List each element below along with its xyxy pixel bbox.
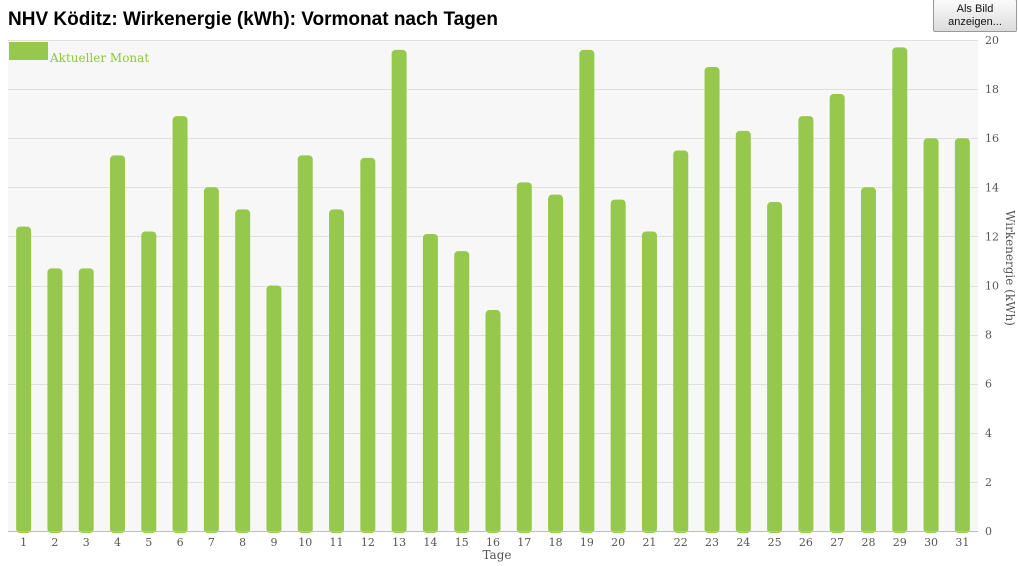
legend-swatch bbox=[9, 42, 48, 60]
y-tick-label: 2 bbox=[985, 476, 992, 489]
bar-day-28 bbox=[860, 187, 876, 534]
bar-day-30 bbox=[923, 138, 939, 533]
x-tick-label: 27 bbox=[830, 536, 844, 549]
y-tick-label: 12 bbox=[985, 230, 999, 243]
x-tick-label: 24 bbox=[736, 536, 750, 549]
bar-day-4 bbox=[110, 155, 126, 533]
export-image-button[interactable]: Als Bild anzeigen... bbox=[933, 0, 1017, 32]
y-tick-label: 8 bbox=[985, 329, 992, 342]
x-tick-label: 2 bbox=[51, 536, 58, 549]
legend: Aktueller Monat bbox=[9, 42, 149, 65]
bar-day-15 bbox=[454, 251, 470, 533]
x-tick-label: 10 bbox=[298, 536, 312, 549]
x-tick-label: 7 bbox=[208, 536, 215, 549]
bar-series bbox=[16, 47, 970, 534]
bar-day-5 bbox=[141, 231, 157, 534]
x-tick-label: 17 bbox=[517, 536, 531, 549]
bar-day-8 bbox=[235, 209, 251, 533]
y-tick-label: 14 bbox=[985, 181, 999, 194]
bar-day-23 bbox=[704, 67, 720, 533]
x-tick-label: 9 bbox=[270, 536, 277, 549]
x-tick-label: 18 bbox=[549, 536, 563, 549]
bar-day-25 bbox=[767, 202, 783, 533]
bar-day-10 bbox=[297, 155, 313, 533]
x-tick-label: 19 bbox=[580, 536, 594, 549]
x-tick-label: 29 bbox=[893, 536, 907, 549]
x-tick-label: 26 bbox=[799, 536, 813, 549]
y-tick-label: 18 bbox=[985, 83, 999, 96]
y-axis-label: Wirkenergie (kWh) bbox=[1003, 210, 1017, 326]
x-tick-label: 30 bbox=[924, 536, 938, 549]
bar-day-9 bbox=[266, 285, 282, 533]
bar-day-1 bbox=[16, 226, 32, 533]
bar-day-16 bbox=[485, 310, 501, 533]
x-tick-label: 8 bbox=[239, 536, 246, 549]
x-axis-label: Tage bbox=[482, 548, 511, 562]
x-tick-label: 11 bbox=[330, 536, 344, 549]
x-tick-label: 31 bbox=[955, 536, 969, 549]
x-tick-label: 16 bbox=[486, 536, 500, 549]
bar-day-13 bbox=[391, 49, 407, 533]
y-tick-label: 10 bbox=[985, 280, 999, 293]
bar-day-20 bbox=[610, 199, 626, 533]
chart-title: NHV Köditz: Wirkenergie (kWh): Vormonat … bbox=[8, 9, 498, 30]
x-tick-label: 14 bbox=[423, 536, 437, 549]
bar-day-29 bbox=[892, 47, 908, 534]
x-tick-label: 1 bbox=[20, 536, 27, 549]
bar-day-18 bbox=[548, 194, 564, 534]
x-tick-labels: 1 2 3 4 5 6 7 8 9 10 11 12 13 14 15 16 17 18 19 20 21 22 23 24 2… bbox=[20, 536, 969, 549]
bar-day-26 bbox=[798, 116, 814, 533]
x-tick-label: 21 bbox=[642, 536, 656, 549]
y-tick-label: 6 bbox=[985, 378, 992, 391]
bar-day-21 bbox=[641, 231, 657, 534]
bar-day-31 bbox=[954, 138, 970, 533]
x-tick-label: 5 bbox=[145, 536, 152, 549]
bar-day-2 bbox=[47, 268, 63, 533]
y-tick-label: 4 bbox=[985, 427, 992, 440]
bar-day-7 bbox=[203, 187, 219, 534]
y-tick-label: 0 bbox=[985, 525, 992, 538]
x-tick-label: 22 bbox=[674, 536, 688, 549]
bar-day-11 bbox=[329, 209, 345, 533]
x-tick-label: 13 bbox=[392, 536, 406, 549]
x-tick-label: 4 bbox=[114, 536, 121, 549]
x-tick-label: 28 bbox=[861, 536, 875, 549]
x-tick-label: 6 bbox=[177, 536, 184, 549]
bar-day-6 bbox=[172, 116, 188, 533]
y-tick-label: 20 bbox=[985, 34, 999, 47]
bar-day-24 bbox=[735, 130, 751, 533]
x-tick-label: 23 bbox=[705, 536, 719, 549]
bar-day-12 bbox=[360, 157, 376, 533]
x-tick-label: 3 bbox=[83, 536, 90, 549]
bar-day-22 bbox=[673, 150, 689, 533]
x-tick-label: 25 bbox=[768, 536, 782, 549]
x-tick-label: 20 bbox=[611, 536, 625, 549]
bar-day-14 bbox=[422, 233, 438, 533]
legend-label: Aktueller Monat bbox=[49, 51, 149, 65]
y-tick-label: 16 bbox=[985, 132, 999, 145]
bar-day-19 bbox=[579, 49, 595, 533]
x-tick-label: 15 bbox=[455, 536, 469, 549]
bar-day-17 bbox=[516, 182, 532, 533]
bar-day-27 bbox=[829, 94, 845, 533]
x-tick-label: 12 bbox=[361, 536, 375, 549]
y-tick-labels: 0 2 4 6 8 10 12 14 16 18 20 bbox=[985, 34, 999, 538]
bar-day-3 bbox=[78, 268, 94, 533]
